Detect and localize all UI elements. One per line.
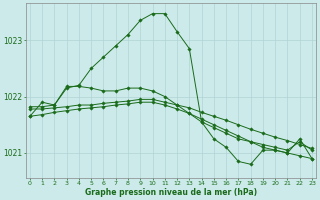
X-axis label: Graphe pression niveau de la mer (hPa): Graphe pression niveau de la mer (hPa) [85, 188, 257, 197]
